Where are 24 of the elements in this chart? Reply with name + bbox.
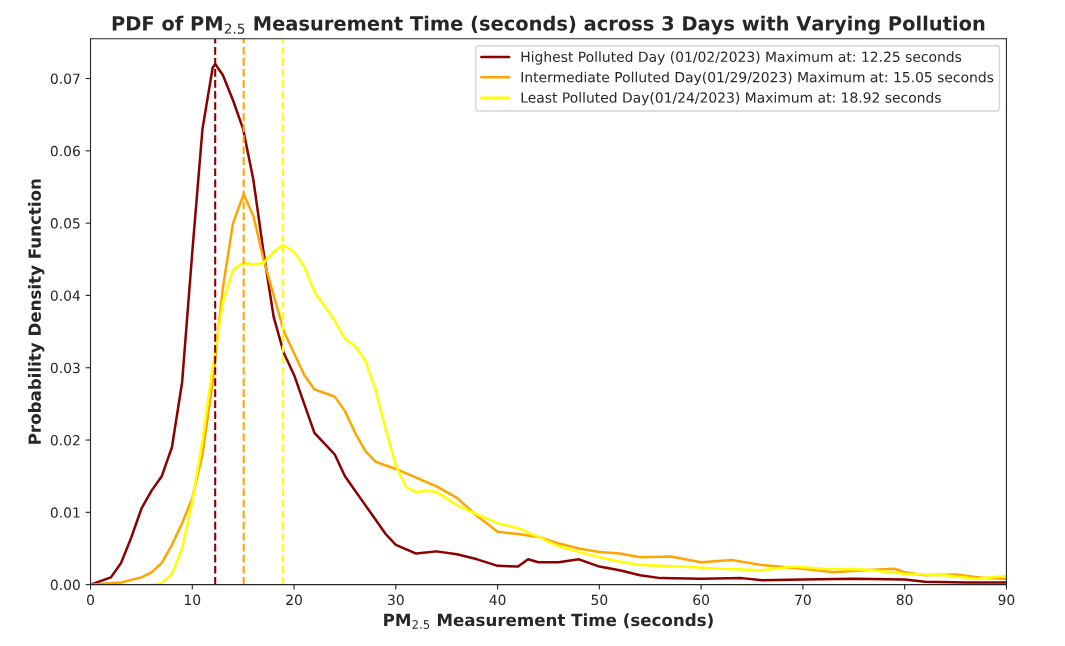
x-tick-label: 30	[388, 594, 404, 606]
chart-title: PDF of PM$_{2.5}$ Measurement Time (seconds) across 3 Days with Varying Pollution	[112, 15, 985, 35]
x-tick-label: 60	[693, 594, 710, 606]
x-tick-label: 90	[998, 594, 1015, 606]
x-tick-label: 10	[184, 594, 201, 606]
y-tick-label: 0.01	[50, 507, 80, 518]
y-tick-label: 0.02	[50, 435, 80, 446]
legend-label: Intermediate Polluted Day(01/29/2023) Maximum at: 15.05 seconds	[521, 71, 994, 86]
y-tick-label: 0.04	[50, 290, 81, 301]
y-tick-label: 0.05	[50, 218, 80, 229]
y-axis-title: Probability Density Function	[28, 179, 45, 444]
x-tick-label: 0	[87, 594, 95, 606]
legend-label: Highest Polluted Day (01/02/2023) Maximum at: 12.25 seconds	[521, 51, 962, 65]
y-tick-label: 0.00	[50, 579, 80, 591]
x-tick-label: 20	[286, 594, 302, 606]
x-tick-label: 40	[489, 594, 506, 606]
x-tick-label: 80	[896, 594, 913, 606]
y-tick-label: 0.03	[50, 362, 80, 374]
x-tick-label: 50	[591, 594, 608, 606]
y-tick-label: 0.06	[50, 145, 80, 157]
legend-label: Least Polluted Day(01/24/2023) Maximum at: 18.92 seconds	[521, 92, 941, 106]
y-tick-label: 0.07	[50, 73, 80, 84]
x-tick-label: 70	[795, 594, 811, 606]
x-axis-title: PM$_{2.5}$ Measurement Time (seconds)	[384, 613, 713, 629]
